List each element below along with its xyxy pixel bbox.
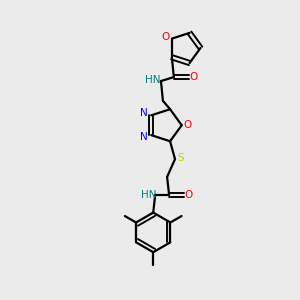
Text: HN: HN	[140, 190, 156, 200]
Text: HN: HN	[145, 75, 161, 85]
Text: N: N	[140, 132, 148, 142]
Text: O: O	[190, 72, 198, 82]
Text: S: S	[178, 153, 184, 163]
Text: O: O	[185, 190, 193, 200]
Text: O: O	[184, 120, 192, 130]
Text: O: O	[162, 32, 170, 42]
Text: N: N	[140, 108, 148, 118]
